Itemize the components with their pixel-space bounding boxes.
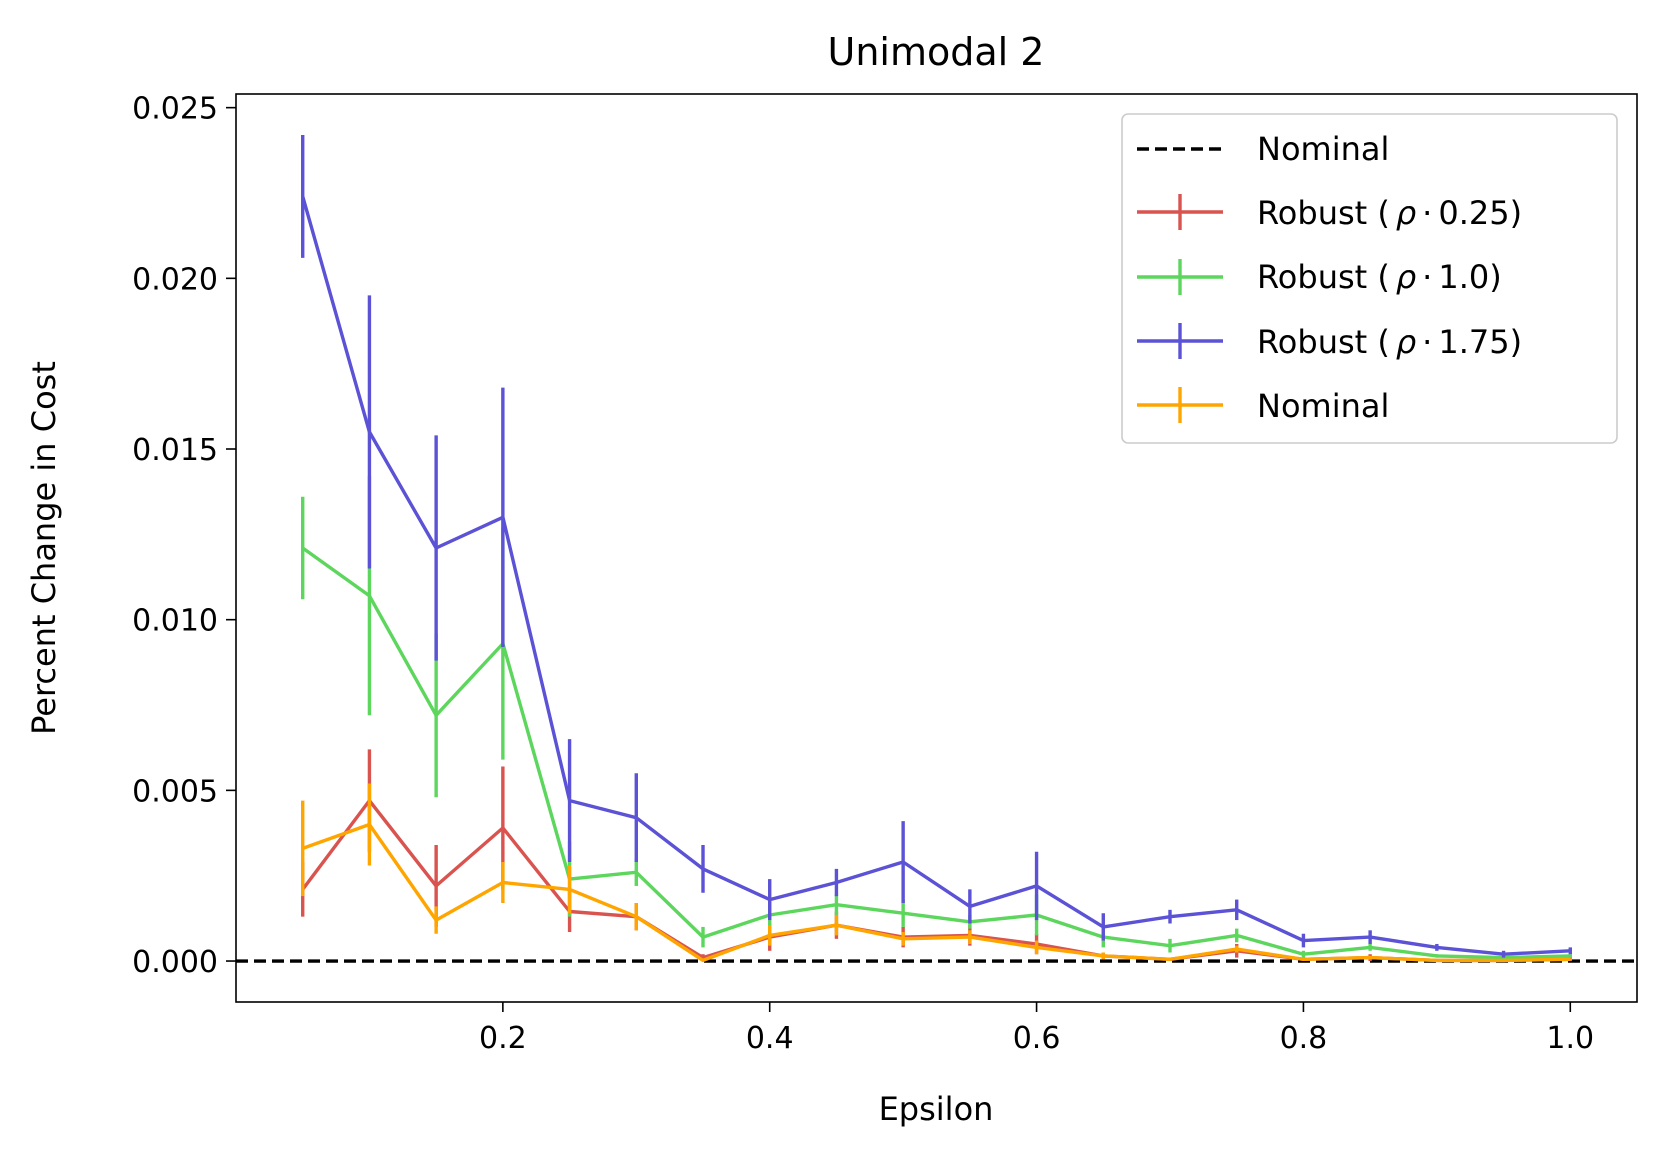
series-line [302,822,1571,963]
legend-label-dot: · [1422,258,1432,296]
legend-label-prefix: Robust ( [1257,323,1390,361]
legend-label-dot: · [1422,194,1432,232]
x-axis-ticks: 0.2 0.4 0.6 0.8 1.0 [479,1002,1594,1056]
legend: Nominal Robust (ρ · 0.25) Robust (ρ · 1.0) R… [1121,113,1618,444]
legend-entry-robust-0-25: Robust (ρ · 0.25) [1137,194,1522,232]
legend-label-rho: ρ [1396,323,1416,361]
series-group [301,783,1572,963]
legend-label-dot: · [1422,323,1432,361]
legend-entry-nominal: Nominal [1137,387,1389,425]
legend-label-suffix: 1.0) [1438,258,1501,296]
legend-label-reference: Nominal [1257,130,1389,168]
y-tick-label: 0.015 [132,433,218,468]
legend-label-robust-0-25: Robust (ρ · 0.25) [1257,194,1522,232]
legend-label-rho: ρ [1396,194,1416,232]
x-axis-label: Epsilon [879,1090,994,1128]
y-tick-label: 0.025 [132,92,218,127]
legend-label-prefix: Nominal [1257,387,1389,425]
legend-label-robust-1-75: Robust (ρ · 1.75) [1257,323,1522,361]
y-tick-label: 0.010 [132,604,218,639]
series-line [301,546,1571,960]
y-tick-label: 0.020 [132,262,218,297]
y-tick-label: 0.005 [132,774,218,809]
plot-frame [235,93,1638,1003]
legend-box [1121,113,1618,444]
series-line [301,195,1571,956]
series-layer [301,134,1572,963]
legend-entry-robust-1-75: Robust (ρ · 1.75) [1137,323,1522,361]
chart-title: Unimodal 2 [828,30,1045,74]
x-tick-label: 0.6 [1013,1021,1061,1056]
legend-label-rho: ρ [1396,258,1416,296]
y-axis-label: Percent Change in Cost [25,361,63,735]
y-axis-ticks: 0.000 0.005 0.010 0.015 0.020 0.025 [132,92,236,980]
legend-label-suffix: 1.75) [1438,323,1522,361]
x-tick-label: 0.2 [479,1021,527,1056]
legend-entry-robust-1-0: Robust (ρ · 1.0) [1137,258,1502,296]
legend-label-prefix: Robust ( [1257,194,1390,232]
x-tick-label: 0.4 [746,1021,794,1056]
legend-label-robust-1-0: Robust (ρ · 1.0) [1257,258,1502,296]
x-tick-label: 0.8 [1280,1021,1328,1056]
legend-label-prefix: Robust ( [1257,258,1390,296]
legend-label-suffix: 0.25) [1438,194,1522,232]
y-tick-label: 0.000 [132,945,218,980]
series-group [301,134,1572,958]
x-tick-label: 1.0 [1546,1021,1594,1056]
legend-label-nominal: Nominal [1257,387,1389,425]
